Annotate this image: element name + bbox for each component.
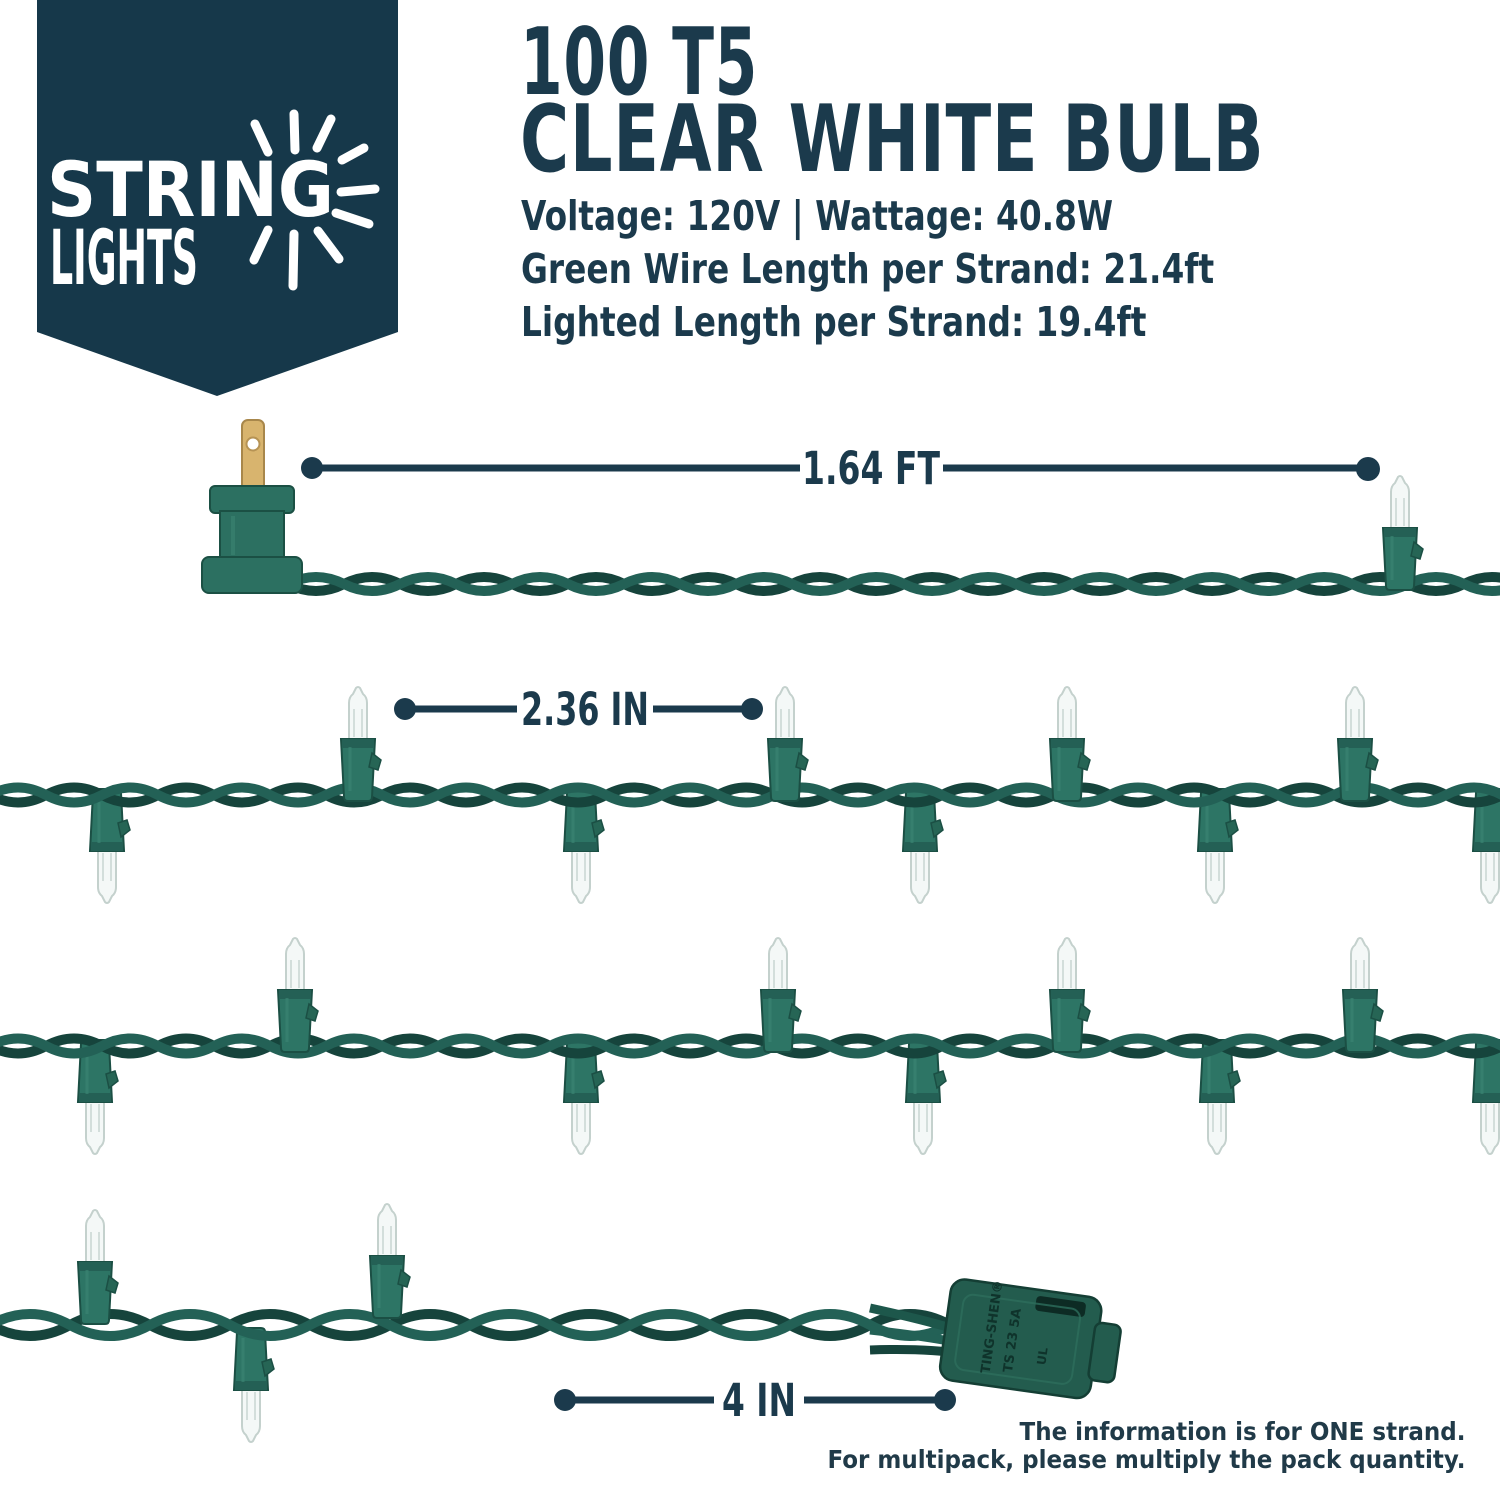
connector-ul-marking: UL — [1034, 1346, 1050, 1366]
measure-label-2-36-in: 2.36 IN — [521, 683, 649, 736]
strand-row-4: TING-SHEN® TS 23 5A UL — [0, 1202, 1122, 1444]
starburst-icon — [249, 109, 380, 291]
product-title-line2: CLEAR WHITE BULB — [520, 85, 1265, 193]
bulb — [276, 936, 320, 1054]
spec-wire-length: Green Wire Length per Strand: 21.4ft — [521, 245, 1215, 293]
measure-dot — [1356, 457, 1380, 481]
bulb — [339, 685, 383, 803]
measure-dot — [934, 1389, 956, 1411]
plug-prong — [241, 419, 265, 493]
brand-badge: STRING LIGHTS — [37, 0, 398, 396]
measurement-last-bulb-to-connector: 4 IN — [554, 1374, 956, 1427]
disclaimer: The information is for ONE strand. For m… — [828, 1418, 1466, 1474]
bulb — [1381, 474, 1425, 592]
bulb — [232, 1326, 276, 1444]
strand-row-3 — [0, 936, 1500, 1156]
disclaimer-line2: For multipack, please multiply the pack … — [827, 1445, 1466, 1474]
brand-name-line1: STRING — [47, 145, 334, 234]
measure-label-1-64-ft: 1.64 FT — [802, 442, 940, 495]
end-connector: TING-SHEN® TS 23 5A UL — [938, 1278, 1122, 1400]
prong-hole — [245, 436, 261, 452]
measurement-bulb-spacing: 2.36 IN — [394, 683, 763, 736]
measure-label-4-in: 4 IN — [722, 1374, 796, 1427]
spec-lighted-length: Lighted Length per Strand: 19.4ft — [521, 298, 1147, 346]
measure-dot — [394, 698, 416, 720]
measure-dot — [741, 698, 763, 720]
strand-row-1 — [201, 419, 1500, 596]
bulb — [76, 1208, 120, 1326]
product-title-line1: 100 T5 — [520, 8, 759, 116]
measure-dot — [301, 457, 323, 479]
disclaimer-line1: The information is for ONE strand. — [1019, 1417, 1466, 1446]
measurement-plug-to-first-bulb: 1.64 FT — [301, 442, 1380, 495]
wire — [0, 1309, 953, 1341]
measure-dot — [554, 1389, 576, 1411]
power-plug — [201, 419, 303, 594]
brand-name-line2: LIGHTS — [50, 213, 198, 302]
wire — [285, 572, 1500, 596]
badge-pennant — [37, 0, 398, 396]
strand-row-2 — [0, 685, 1500, 905]
bulb — [1341, 936, 1385, 1054]
bulb — [368, 1202, 412, 1320]
spec-voltage-wattage: Voltage: 120V | Wattage: 40.8W — [521, 192, 1114, 240]
